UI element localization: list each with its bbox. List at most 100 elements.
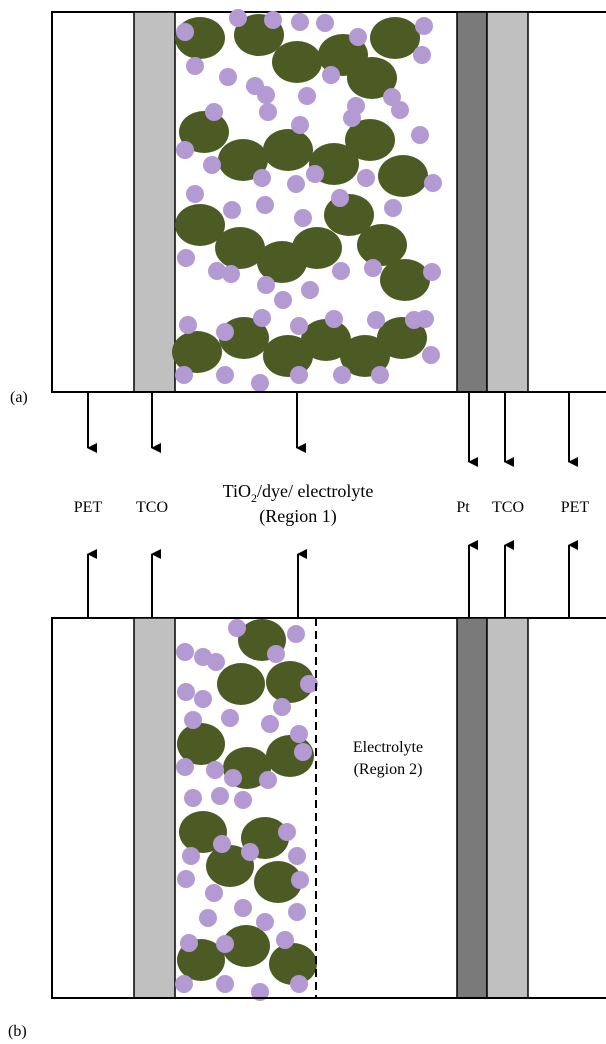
dye-molecule	[415, 17, 433, 35]
label-region2-line1: Electrolyte	[353, 739, 423, 756]
dye-molecule	[259, 103, 277, 121]
tio2-particle	[345, 119, 395, 161]
dye-molecule	[251, 983, 269, 1001]
dye-molecule	[234, 791, 252, 809]
dye-molecule	[261, 715, 279, 733]
dye-molecule	[290, 317, 308, 335]
dye-molecule	[186, 57, 204, 75]
dye-molecule	[413, 46, 431, 64]
label-tco-right: TCO	[492, 499, 524, 516]
dye-molecule	[364, 259, 382, 277]
tio2-particle	[217, 663, 265, 705]
tio2-particle	[222, 925, 270, 967]
dye-molecule	[411, 126, 429, 144]
panel-b-tio2-dye-particles	[175, 619, 318, 1001]
label-region2-line2: (Region 2)	[354, 761, 423, 778]
panel-a-label: (a)	[10, 389, 28, 406]
dye-molecule	[422, 346, 440, 364]
dye-molecule	[290, 975, 308, 993]
tio2-particle	[172, 331, 222, 373]
dye-molecule	[228, 619, 246, 637]
tio2-particle	[292, 227, 342, 269]
panel-a-tio2-dye-particles	[172, 9, 442, 392]
dye-molecule	[207, 653, 225, 671]
dye-molecule	[229, 9, 247, 27]
dye-molecule	[300, 675, 318, 693]
label-tco-left: TCO	[136, 499, 168, 516]
dye-molecule	[291, 116, 309, 134]
dye-molecule	[331, 189, 349, 207]
tio2-particle	[301, 319, 351, 361]
label-region1-suffix: /dye/ electrolyte	[257, 481, 373, 501]
label-pet-left: PET	[74, 499, 103, 516]
dye-molecule	[264, 11, 282, 29]
label-pt: Pt	[456, 499, 470, 516]
dye-molecule	[223, 201, 241, 219]
tio2-particle	[357, 224, 407, 266]
dye-molecule	[357, 169, 375, 187]
dye-molecule	[259, 771, 277, 789]
panel-a-pt-layer	[456, 11, 488, 393]
dye-molecule	[349, 28, 367, 46]
dye-molecule	[298, 87, 316, 105]
dye-molecule	[423, 263, 441, 281]
dye-molecule	[208, 262, 226, 280]
dye-molecule	[213, 835, 231, 853]
tio2-particle	[266, 661, 314, 703]
dye-molecule	[290, 725, 308, 743]
dye-molecule	[301, 281, 319, 299]
dye-molecule	[182, 847, 200, 865]
dye-molecule	[384, 199, 402, 217]
tio2-particle	[175, 204, 225, 246]
dye-molecule	[287, 175, 305, 193]
dye-molecule	[257, 276, 275, 294]
dye-molecule	[273, 698, 291, 716]
dye-molecule	[203, 156, 221, 174]
up-arrows	[87, 540, 578, 618]
panel-b-tco-left-layer	[133, 617, 176, 999]
label-region1-subscript: 2	[251, 491, 257, 505]
tio2-particle	[378, 155, 428, 197]
dye-molecule	[267, 645, 285, 663]
panel-a	[51, 9, 606, 393]
dye-molecule	[253, 309, 271, 327]
dye-molecule	[219, 68, 237, 86]
dye-molecule	[256, 196, 274, 214]
dye-molecule	[294, 743, 312, 761]
dye-molecule	[199, 909, 217, 927]
tio2-particle	[215, 227, 265, 269]
dye-molecule	[205, 103, 223, 121]
tio2-particle	[179, 111, 229, 153]
tio2-particle	[269, 943, 317, 985]
dye-molecule	[175, 975, 193, 993]
dye-molecule	[180, 934, 198, 952]
dye-molecule	[332, 262, 350, 280]
dye-molecule	[234, 899, 252, 917]
dye-molecule	[241, 843, 259, 861]
dye-molecule	[177, 870, 195, 888]
dye-molecule	[175, 366, 193, 384]
tio2-particle	[254, 861, 302, 903]
dye-molecule	[224, 769, 242, 787]
dye-molecule	[391, 101, 409, 119]
tio2-particle	[380, 259, 430, 301]
dye-molecule	[179, 316, 197, 334]
dye-molecule	[371, 366, 389, 384]
tio2-particle	[370, 17, 420, 59]
dye-molecule	[288, 903, 306, 921]
dye-molecule	[333, 366, 351, 384]
panel-b-pt-layer	[456, 617, 488, 999]
tio2-particle	[263, 129, 313, 171]
dye-molecule	[322, 66, 340, 84]
dye-molecule	[290, 366, 308, 384]
dye-molecule	[176, 141, 194, 159]
dye-molecule	[176, 758, 194, 776]
panel-a-tco-left-layer	[133, 11, 176, 393]
dye-molecule	[306, 165, 324, 183]
dye-molecule	[256, 913, 274, 931]
dye-molecule	[287, 625, 305, 643]
tio2-particle	[218, 139, 268, 181]
panel-b-label: (b)	[8, 1023, 27, 1040]
dye-molecule	[206, 761, 224, 779]
